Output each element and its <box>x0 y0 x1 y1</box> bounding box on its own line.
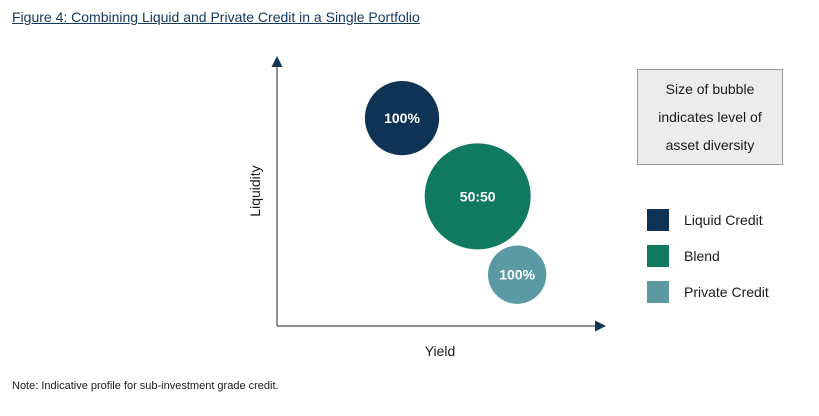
figure-note: Note: Indicative profile for sub-investm… <box>12 380 279 392</box>
bubble-group: 100% 50:50 100% <box>364 81 547 304</box>
info-box-line: asset diversity <box>665 137 755 153</box>
legend-item-private-credit: Private Credit <box>647 281 769 303</box>
bubble-label-blend: 50:50 <box>460 188 496 204</box>
bubble-size-info-box: Size of bubble indicates level of asset … <box>637 69 783 165</box>
legend-swatch-liquid-credit <box>647 209 669 231</box>
x-axis-arrow <box>595 320 606 332</box>
bubble-blend <box>424 143 531 250</box>
legend-swatch-private-credit <box>647 281 669 303</box>
figure-title: Figure 4: Combining Liquid and Private C… <box>12 9 420 25</box>
legend-label-private-credit: Private Credit <box>684 284 769 300</box>
bubble-label-liquid-credit: 100% <box>384 110 420 126</box>
y-axis-title: Liquidity <box>247 165 263 216</box>
legend-label-blend: Blend <box>684 248 720 264</box>
info-box-line: indicates level of <box>658 109 762 125</box>
x-axis-title: Yield <box>425 343 456 359</box>
legend-item-liquid-credit: Liquid Credit <box>647 209 769 231</box>
info-box-line: Size of bubble <box>665 81 755 97</box>
y-axis-arrow <box>271 56 283 67</box>
bubble-private-credit <box>488 245 547 304</box>
chart-legend: Liquid Credit Blend Private Credit <box>647 209 769 317</box>
legend-item-blend: Blend <box>647 245 769 267</box>
bubble-liquid-credit <box>364 81 440 156</box>
legend-swatch-blend <box>647 245 669 267</box>
legend-label-liquid-credit: Liquid Credit <box>684 212 763 228</box>
bubble-label-private-credit: 100% <box>499 267 535 283</box>
